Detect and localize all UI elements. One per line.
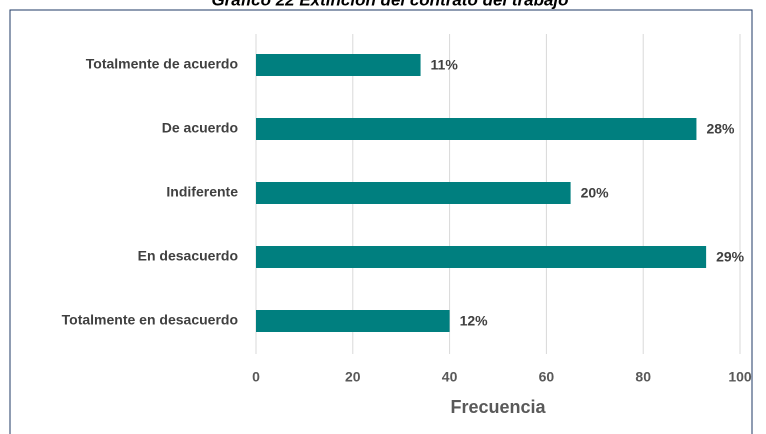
bar [256,118,697,140]
y-tick-label: Totalmente de acuerdo [86,56,238,72]
data-label: 28% [706,121,735,137]
x-tick-label: 20 [345,369,361,385]
x-axis-title: Frecuencia [450,397,546,417]
data-label: 29% [716,249,745,265]
x-tick-label: 100 [728,369,752,385]
x-tick-label: 80 [635,369,651,385]
y-tick-label: De acuerdo [162,120,238,136]
data-label: 12% [460,313,489,329]
bar [256,182,571,204]
y-tick-label: En desacuerdo [138,248,238,264]
x-tick-label: 0 [252,369,260,385]
chart-title: Gráfico 22 Extinción del contrato del tr… [211,0,568,9]
y-tick-label: Indiferente [166,184,238,200]
x-tick-label: 60 [539,369,555,385]
data-label: 20% [581,185,610,201]
chart-frame [9,9,753,434]
y-tick-label: Totalmente en desacuerdo [62,312,238,328]
bar [256,54,421,76]
data-label: 11% [431,57,459,73]
bar [256,246,707,268]
bar [256,310,450,332]
x-tick-label: 40 [442,369,458,385]
